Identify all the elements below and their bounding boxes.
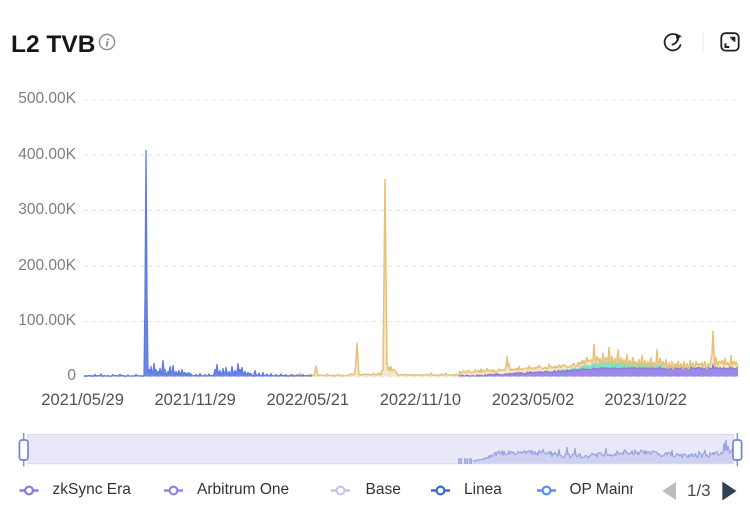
svg-text:i: i [106, 36, 110, 50]
